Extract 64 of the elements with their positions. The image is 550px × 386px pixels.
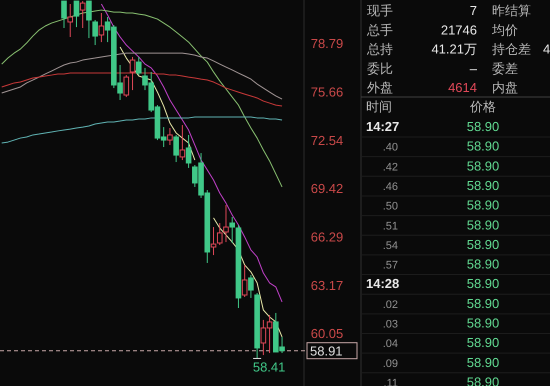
text: 58.90 xyxy=(466,217,500,232)
ref-line-label: 58.91 xyxy=(310,344,343,359)
candlestick xyxy=(186,134,192,168)
text: 58.90 xyxy=(466,178,500,193)
text: .50 xyxy=(382,200,398,213)
text: 14:28 xyxy=(366,276,400,292)
text: .46 xyxy=(382,180,398,193)
text: 总手 xyxy=(366,22,393,38)
text: 58.90 xyxy=(466,158,500,174)
text: 14:27 xyxy=(366,119,400,134)
text: .42 xyxy=(382,161,398,174)
text: 现手 xyxy=(367,3,393,18)
text: 均价 xyxy=(491,22,518,38)
text: 58.90 xyxy=(466,198,500,213)
text: 58.90 xyxy=(466,236,500,252)
y-tick-label: 75.66 xyxy=(310,84,344,100)
text: 58.90 xyxy=(466,316,500,330)
text: .40 xyxy=(382,142,398,154)
text: .04 xyxy=(382,338,398,350)
text: 4614 xyxy=(448,80,477,96)
text: 价格 xyxy=(469,99,496,114)
line-series xyxy=(100,4,283,302)
text: 总持 xyxy=(366,42,393,57)
text: 4 xyxy=(543,42,550,57)
text: 58.90 xyxy=(466,138,500,154)
text: 昨结算 xyxy=(492,3,531,18)
text: 21746 xyxy=(440,22,477,38)
text: .54 xyxy=(382,240,398,252)
text: .51 xyxy=(382,220,398,232)
text: – xyxy=(470,60,478,76)
text: .09 xyxy=(382,358,398,370)
text: 外盘 xyxy=(367,80,393,96)
text: 内盘 xyxy=(492,80,518,96)
y-tick-label: 63.17 xyxy=(310,278,344,293)
text: .02 xyxy=(382,298,398,311)
text: .57 xyxy=(382,260,398,272)
y-tick-label: 60.05 xyxy=(310,326,344,342)
text: 时间 xyxy=(366,99,392,114)
text: .11 xyxy=(384,377,398,386)
y-tick-label: 72.54 xyxy=(310,132,344,148)
text: 58.90 xyxy=(466,335,500,350)
candlestick xyxy=(167,127,173,146)
y-tick-label: 66.29 xyxy=(310,229,344,244)
text: 58.90 xyxy=(466,256,500,272)
y-tick-label: 78.79 xyxy=(310,36,344,52)
text: 58.90 xyxy=(466,276,500,292)
line-series xyxy=(1,116,283,144)
annotation: 58.41 xyxy=(252,359,286,374)
text: 委比 xyxy=(367,60,393,76)
candlestick xyxy=(67,4,74,38)
text: 持仓差 xyxy=(492,42,531,57)
text: 58.90 xyxy=(466,354,500,370)
text: 委差 xyxy=(492,60,518,76)
line-series xyxy=(1,52,283,100)
candlestick xyxy=(98,12,104,43)
candlestick xyxy=(223,204,229,243)
y-tick-label: 69.42 xyxy=(310,181,344,196)
text: 7 xyxy=(470,3,477,18)
text: 41.21万 xyxy=(431,42,477,57)
candlestick xyxy=(210,226,216,256)
text: .03 xyxy=(382,318,398,330)
text: 58.90 xyxy=(466,296,500,311)
text: 58.90 xyxy=(466,119,500,134)
candlestick xyxy=(229,216,236,244)
